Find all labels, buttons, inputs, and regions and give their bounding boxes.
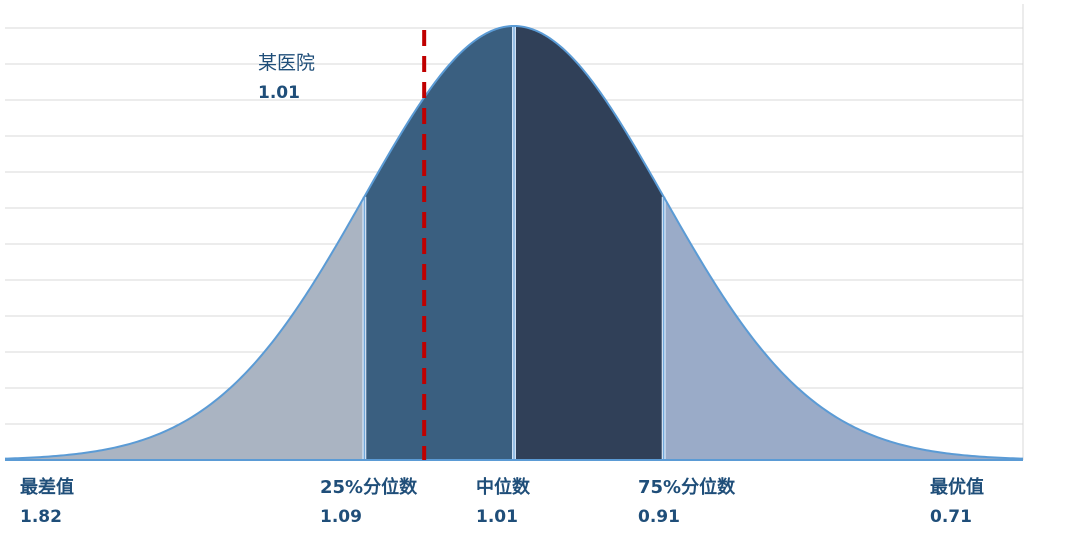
tick-label-p25: 25%分位数 [320,476,418,498]
distribution-curve [4,24,1024,460]
distribution-band [663,196,1023,460]
distribution-band [364,26,514,460]
tick-value-worst: 1.82 [20,507,62,527]
hospital-marker-label: 某医院 [258,52,315,74]
distribution-band [514,26,664,460]
tick-label-best: 最优值 [930,476,984,498]
tick-label-p75: 75%分位数 [638,476,736,498]
hospital-marker-value: 1.01 [258,83,300,103]
tick-value-p25: 1.09 [320,507,362,527]
tick-value-p75: 0.91 [638,507,680,527]
tick-p75: 75%分位数 0.91 [638,476,736,527]
tick-label-worst: 最差值 [20,476,74,498]
tick-median: 中位数 1.01 [476,476,531,527]
tick-value-median: 1.01 [476,507,518,527]
distribution-bands [5,26,1023,460]
tick-best: 最优值 0.71 [930,476,984,527]
tick-worst: 最差值 1.82 [20,476,74,527]
tick-value-best: 0.71 [930,507,972,527]
distribution-band [5,196,365,460]
tick-p25: 25%分位数 1.09 [320,476,418,527]
tick-label-median: 中位数 [476,476,531,498]
band-separators [362,26,666,460]
